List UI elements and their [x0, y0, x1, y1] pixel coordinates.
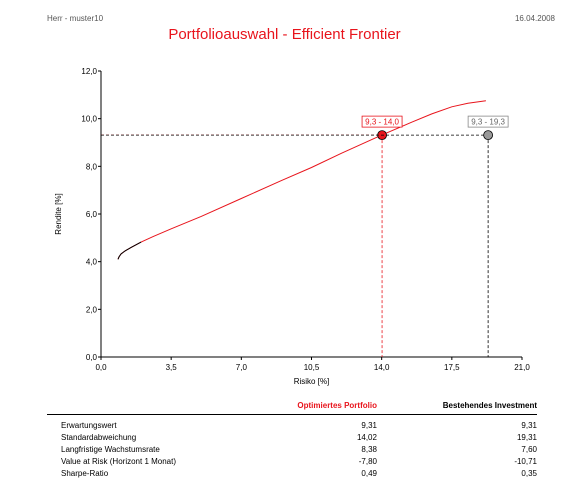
table-row: Value at Risk (Horizont 1 Monat) -7,80 -… [47, 455, 537, 467]
row-label: Sharpe-Ratio [61, 468, 109, 478]
x-tick-label: 7,0 [236, 363, 248, 372]
table-row: Erwartungswert 9,31 9,31 [47, 415, 537, 432]
y-tick-label: 8,0 [86, 162, 98, 171]
table-row: Langfristige Wachstumsrate 8,38 7,60 [47, 443, 537, 455]
header-blank [47, 398, 228, 415]
row-opt-value: 8,38 [361, 444, 377, 454]
y-axis-label: Rendite [%] [54, 193, 63, 234]
marker-label: 9,3 - 14,0 [365, 118, 399, 127]
y-tick-label: 4,0 [86, 258, 98, 267]
row-label: Standardabweichung [61, 432, 137, 442]
row-inv-value: 7,60 [521, 444, 537, 454]
table-row: Sharpe-Ratio 0,49 0,35 [47, 467, 537, 479]
frontier-line-start [117, 241, 142, 260]
header-date: 16.04.2008 [514, 14, 555, 23]
row-label: Langfristige Wachstumsrate [61, 444, 160, 454]
x-axis-label: Risiko [%] [294, 377, 330, 386]
metrics-table: Optimiertes Portfolio Bestehendes Invest… [47, 398, 537, 479]
y-tick-label: 2,0 [86, 305, 98, 314]
row-label: Value at Risk (Horizont 1 Monat) [61, 456, 177, 466]
row-opt-value: 9,31 [361, 420, 377, 430]
header-optimized: Optimiertes Portfolio [227, 398, 377, 415]
y-tick-label: 10,0 [81, 115, 97, 124]
row-inv-value: 0,35 [521, 468, 537, 478]
table-row: Standardabweichung 14,02 19,31 [47, 431, 537, 443]
row-inv-value: 19,31 [516, 432, 537, 442]
row-opt-value: -7,80 [358, 456, 377, 466]
x-tick-label: 17,5 [444, 363, 460, 372]
page-title: Portfolioauswahl - Efficient Frontier [168, 26, 401, 43]
header-left: Herr - muster10 [47, 14, 104, 23]
table-header-row: Optimiertes Portfolio Bestehendes Invest… [47, 398, 537, 415]
row-opt-value: 0,49 [361, 468, 377, 478]
y-tick-label: 12,0 [81, 67, 97, 76]
x-tick-label: 10,5 [304, 363, 320, 372]
frontier-chart: 0,0 3,5 7,0 10,5 14,0 17,5 21,0 0,0 2,0 4,0 6,0 8,0… [54, 67, 530, 386]
marker-label: 9,3 - 19,3 [471, 118, 505, 127]
row-inv-value: -10,71 [514, 456, 537, 466]
marker-label-box [361, 115, 403, 128]
y-tick-label: 0,0 [86, 353, 98, 362]
row-inv-value: 9,31 [521, 420, 537, 430]
portfolio-marker [483, 130, 494, 141]
x-tick-label: 0,0 [95, 363, 107, 372]
frontier-line [117, 100, 486, 260]
x-tick-label: 3,5 [166, 363, 178, 372]
row-opt-value: 14,02 [356, 432, 377, 442]
row-label: Erwartungswert [61, 420, 117, 430]
x-tick-label: 14,0 [374, 363, 390, 372]
header-existing: Bestehendes Investment [376, 398, 537, 415]
y-tick-label: 6,0 [86, 210, 98, 219]
x-tick-label: 21,0 [514, 363, 530, 372]
marker-label-box [467, 115, 509, 128]
